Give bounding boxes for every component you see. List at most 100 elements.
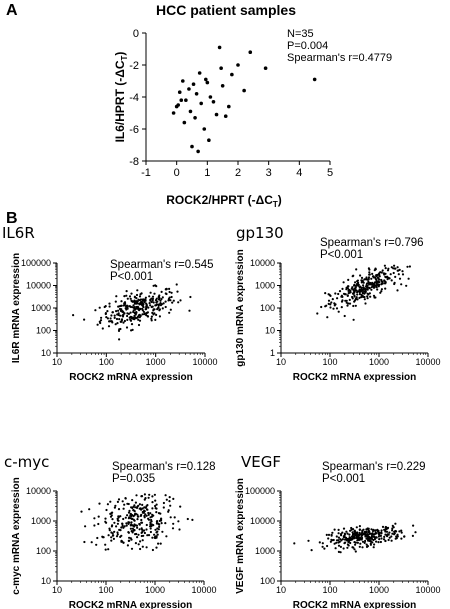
data-point — [356, 531, 359, 534]
data-point — [135, 494, 138, 497]
data-point — [341, 538, 344, 541]
data-point — [365, 278, 368, 281]
data-point — [350, 526, 353, 530]
y-tick-label: -4 — [129, 92, 139, 104]
data-point — [365, 282, 369, 285]
data-point — [144, 296, 147, 299]
data-point — [141, 531, 144, 534]
data-point — [329, 303, 332, 306]
data-point — [139, 540, 142, 543]
data-point — [123, 295, 126, 298]
data-point — [156, 533, 159, 536]
data-point — [364, 539, 367, 543]
data-point — [151, 297, 155, 300]
y-axis-label: c-myc mRNA expression — [11, 477, 22, 594]
panel-a-stat: N=35 — [287, 28, 314, 40]
data-point — [106, 317, 109, 320]
data-point — [116, 522, 119, 525]
data-point — [356, 541, 359, 544]
data-point — [145, 508, 149, 511]
data-point — [372, 294, 376, 297]
data-point — [143, 531, 146, 535]
data-point — [84, 525, 87, 528]
data-point — [173, 516, 176, 519]
data-point — [129, 311, 132, 314]
data-point — [115, 535, 119, 538]
data-point — [347, 540, 350, 543]
data-point — [130, 523, 133, 526]
data-point — [138, 507, 141, 510]
data-point — [164, 494, 167, 497]
data-point — [143, 509, 146, 512]
gene-name: c-myc — [4, 453, 49, 471]
data-point — [327, 537, 330, 540]
data-point — [187, 87, 191, 91]
data-point — [223, 114, 228, 118]
data-point — [156, 300, 159, 303]
data-point — [325, 533, 328, 537]
data-point — [150, 317, 153, 320]
data-point — [171, 527, 175, 530]
data-point — [388, 277, 391, 280]
data-point — [127, 531, 130, 534]
data-point — [123, 503, 126, 506]
data-point — [356, 536, 359, 539]
data-point — [168, 496, 171, 499]
x-tick-label: 10 — [276, 585, 286, 595]
data-point — [329, 540, 332, 543]
data-point — [367, 267, 370, 270]
data-point — [355, 289, 358, 292]
data-point — [397, 273, 400, 276]
data-point — [151, 507, 154, 510]
data-point — [142, 534, 145, 537]
data-point — [367, 528, 370, 531]
data-point — [115, 317, 119, 321]
data-point — [390, 535, 393, 538]
data-point — [169, 308, 172, 311]
data-point — [381, 269, 384, 272]
data-point — [110, 536, 113, 539]
data-point — [122, 541, 125, 544]
data-point — [120, 320, 123, 323]
y-tick-label: 10000 — [26, 486, 51, 496]
data-point — [122, 304, 125, 307]
data-point — [372, 528, 375, 531]
data-point — [366, 286, 369, 289]
data-point — [324, 305, 327, 308]
data-point — [366, 295, 369, 298]
data-point — [127, 539, 130, 543]
data-point — [137, 515, 140, 518]
data-point — [390, 539, 393, 542]
data-point — [152, 301, 155, 304]
data-point — [365, 276, 368, 279]
data-point — [346, 532, 349, 535]
data-point — [376, 288, 379, 291]
gene-name: gp130 — [236, 224, 284, 242]
data-point — [368, 286, 371, 289]
data-point — [342, 547, 345, 550]
data-point — [134, 501, 137, 504]
data-point — [121, 310, 124, 313]
data-point — [147, 518, 151, 521]
data-point — [350, 535, 354, 538]
data-point — [401, 270, 404, 273]
x-tick-label: 10000 — [415, 357, 440, 367]
data-point — [125, 326, 129, 329]
spearman-r: Spearman's r=0.545 — [110, 259, 214, 271]
data-point — [141, 528, 144, 531]
data-point — [160, 298, 163, 301]
data-point — [120, 318, 124, 321]
data-point — [123, 301, 127, 304]
data-point — [351, 286, 354, 289]
data-point — [125, 308, 128, 311]
data-point — [372, 533, 375, 536]
data-point — [205, 80, 210, 85]
data-point — [352, 532, 355, 536]
data-point — [119, 327, 122, 331]
data-point — [366, 537, 369, 540]
p-value: P<0.001 — [322, 473, 365, 485]
data-point — [122, 321, 125, 324]
data-point — [120, 300, 123, 303]
data-point — [204, 77, 208, 82]
